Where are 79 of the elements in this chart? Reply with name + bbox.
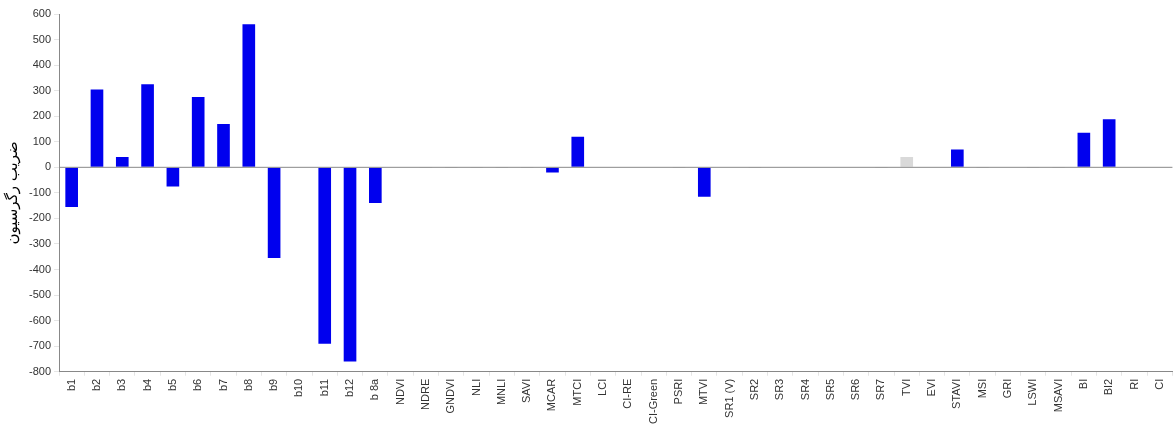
x-tick-label: b12 — [343, 378, 356, 398]
bar — [90, 89, 104, 167]
x-tick-label: b10 — [292, 378, 305, 398]
bar — [217, 123, 230, 167]
bar — [166, 167, 180, 187]
x-tick-label: SR6 — [849, 378, 862, 401]
x-tick-label: MTVI — [697, 378, 710, 406]
x-tick-label: LSWI — [1026, 378, 1039, 406]
y-tick-label: 200 — [32, 109, 52, 122]
y-tick-label: 600 — [32, 7, 52, 20]
x-tick-label: SR7 — [874, 378, 887, 401]
x-tick-label: b6 — [191, 378, 204, 392]
bar — [318, 167, 332, 344]
bar — [546, 167, 559, 173]
y-tick-label: 100 — [32, 134, 52, 147]
x-tick-label: SR4 — [798, 378, 811, 401]
y-tick-label: 300 — [32, 83, 52, 96]
x-tick-label: MSI — [975, 378, 988, 399]
x-tick-label: SAVI — [520, 378, 533, 404]
y-tick-label: -300 — [28, 237, 52, 250]
y-tick-label: -700 — [28, 339, 52, 352]
y-tick-label: -800 — [28, 364, 52, 377]
x-tick-label: b9 — [267, 378, 280, 392]
x-tick-label: RI — [1127, 378, 1140, 390]
x-tick-label: b2 — [90, 378, 102, 392]
x-tick-label: GRI — [1000, 378, 1013, 399]
x-tick-label: b7 — [216, 378, 229, 392]
bar — [115, 157, 129, 167]
x-tick-label: PSRI — [672, 378, 685, 405]
x-tick-label: TVI — [899, 378, 912, 396]
x-tick-label: GNDVI — [444, 378, 457, 414]
x-tick-label: b 8a — [368, 377, 381, 401]
y-tick-label: -200 — [28, 211, 52, 224]
x-tick-label: NDRE — [418, 378, 431, 410]
x-tick-label: b4 — [140, 378, 153, 392]
x-tick-label: b3 — [115, 378, 128, 392]
y-tick-label: -500 — [28, 288, 52, 301]
bar — [141, 84, 154, 167]
x-tick-label: b11 — [317, 378, 330, 397]
bar — [65, 167, 78, 207]
bar — [951, 149, 964, 167]
x-tick-label: SR3 — [773, 378, 786, 401]
x-tick-label: b1 — [64, 378, 77, 392]
x-tick-label: STAVI — [950, 378, 963, 409]
x-tick-label: MCAR — [545, 378, 558, 412]
x-tick-label: EVI — [925, 378, 938, 397]
y-tick-label: -100 — [28, 185, 52, 198]
x-tick-label: NDVI — [393, 378, 406, 406]
x-tick-label: SR2 — [747, 378, 760, 401]
x-tick-label: b8 — [241, 378, 254, 392]
x-tick-label: CI-RE — [621, 378, 634, 409]
bar — [191, 97, 205, 167]
bar — [369, 167, 382, 204]
bar — [900, 157, 914, 167]
y-tick-label: 500 — [32, 32, 52, 45]
x-tick-label: b5 — [165, 378, 178, 392]
x-tick-label: SR1 (V) — [722, 378, 735, 418]
x-tick-label: MTCI — [570, 378, 583, 406]
x-tick-label: MNLI — [494, 378, 507, 406]
x-tick-label: SR5 — [823, 378, 836, 401]
x-tick-label: NLI — [469, 378, 482, 396]
x-tick-label: CI-Green — [646, 378, 659, 425]
bar — [1102, 119, 1116, 167]
y-axis-title: ضریب رگرسیون — [2, 141, 21, 245]
y-tick-label: 400 — [32, 58, 52, 71]
y-tick-label: -600 — [28, 313, 52, 326]
x-tick-label: BI2 — [1102, 378, 1115, 396]
bar — [242, 24, 256, 167]
bar — [1077, 132, 1091, 167]
x-tick-label: BI — [1076, 378, 1089, 390]
bar — [267, 167, 281, 259]
y-tick-label: -400 — [28, 262, 52, 275]
bar — [343, 167, 357, 362]
y-tick-label: 0 — [44, 160, 52, 173]
bar — [697, 167, 711, 197]
x-tick-label: LCI — [596, 378, 609, 396]
x-tick-label: MSAVI — [1051, 378, 1064, 413]
x-tick-label: CI — [1152, 378, 1165, 390]
bar — [571, 136, 585, 167]
